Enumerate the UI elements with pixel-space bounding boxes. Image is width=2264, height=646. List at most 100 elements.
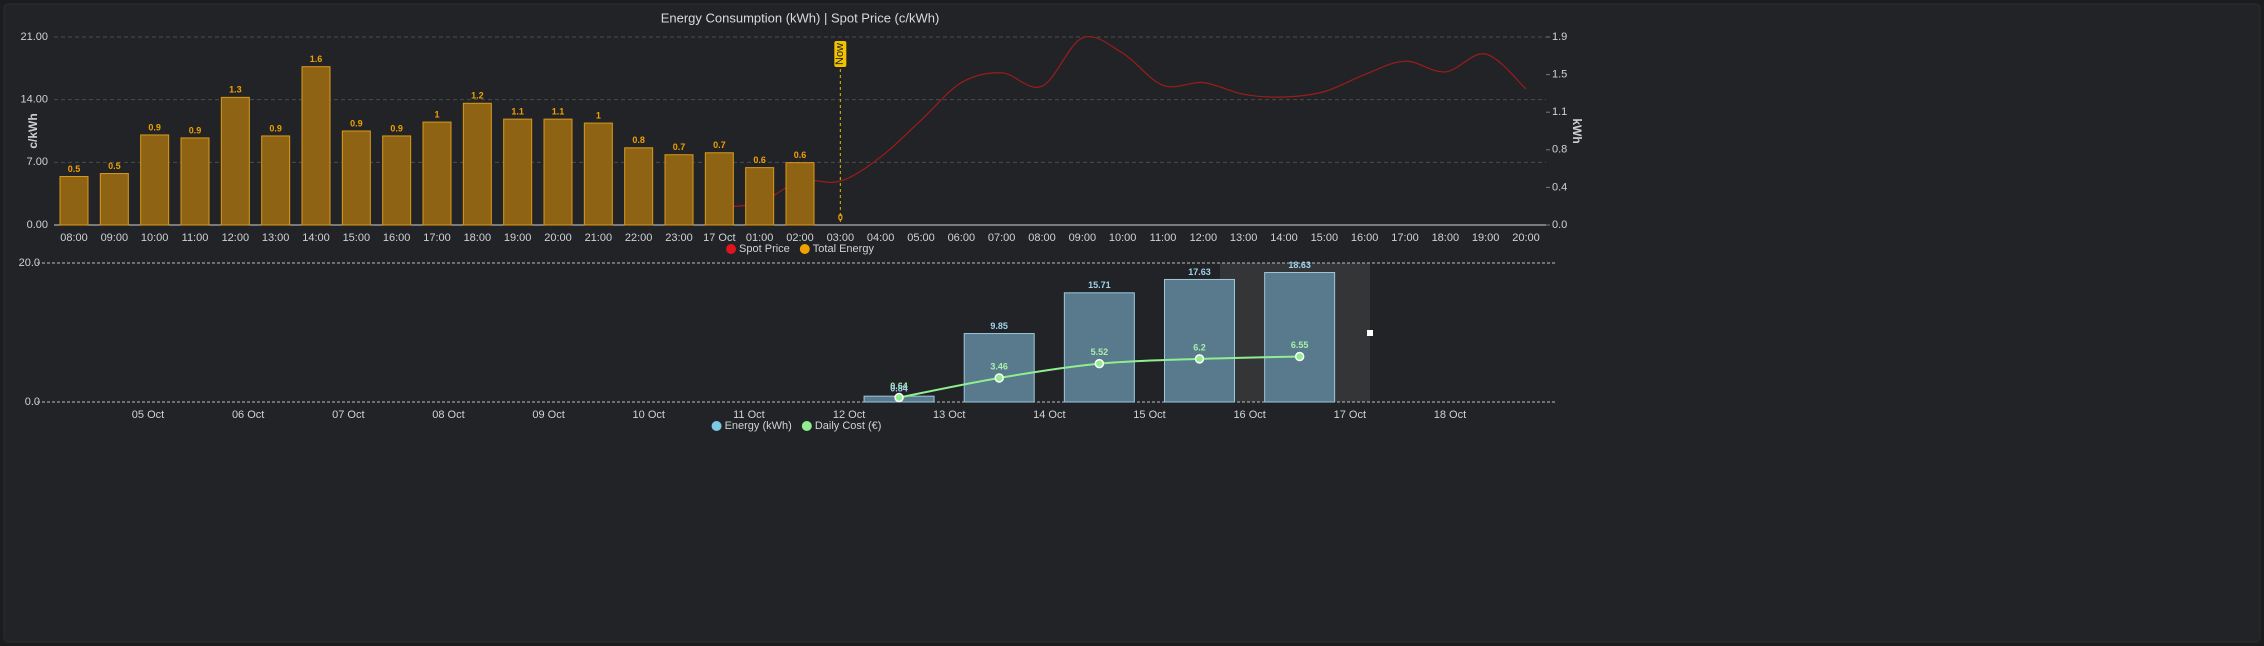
- legend-label: Total Energy: [813, 243, 875, 255]
- x-tick-label: 20:00: [544, 232, 572, 244]
- x-tick-label: 18:00: [464, 232, 492, 244]
- legend-marker: [711, 421, 722, 431]
- bar: [503, 118, 533, 226]
- bar: [462, 102, 492, 226]
- point-value-label: 0.64: [890, 381, 908, 391]
- x-tick-label: 09:00: [1069, 232, 1097, 244]
- x-tick-label: 11:00: [182, 232, 209, 244]
- x-tick-label: 04:00: [867, 232, 895, 244]
- point-value-label: 5.52: [1091, 347, 1109, 357]
- bar-value-label: 0.6: [794, 150, 807, 160]
- point-value-label: 6.2: [1193, 342, 1206, 352]
- chart-title: Energy Consumption (kWh) | Spot Price (c…: [661, 10, 940, 25]
- x-tick-label: 16:00: [383, 232, 411, 244]
- bar: [624, 147, 654, 226]
- y2-tick-label: 1.1: [1552, 106, 1567, 118]
- bar: [59, 176, 89, 226]
- legend: Energy (kWh) Daily Cost (€): [711, 420, 882, 432]
- bar-value-label: 0.9: [189, 125, 202, 135]
- x-tick-label: 17 Oct: [1334, 409, 1366, 421]
- bar: [745, 167, 775, 226]
- bar: [180, 137, 210, 226]
- x-tick-label: 09:00: [101, 232, 129, 244]
- x-tick-label: 03:00: [827, 232, 855, 244]
- x-tick-label: 13 Oct: [933, 409, 965, 421]
- bar-value-label: 15.71: [1088, 280, 1111, 290]
- line: [719, 36, 1527, 208]
- x-tick-label: 15:00: [1311, 232, 1339, 244]
- x-tick-label: 12:00: [1190, 232, 1218, 244]
- x-tick-label: 12:00: [222, 232, 250, 244]
- legend-marker: [726, 244, 737, 254]
- bar: [1264, 272, 1336, 403]
- bar: [140, 134, 170, 226]
- y-tick-label: 20.0: [19, 257, 40, 269]
- x-tick-label: 10 Oct: [633, 409, 665, 421]
- y-tick-label: 7.00: [27, 156, 48, 168]
- x-tick-label: 14 Oct: [1033, 409, 1065, 421]
- bar: [1063, 292, 1135, 403]
- bar-value-label: 1.6: [310, 54, 323, 64]
- bar-value-label: 0.9: [350, 118, 363, 128]
- bar-value-label: 1.2: [471, 91, 484, 101]
- point: [894, 392, 904, 403]
- bar-value-label: 1.1: [511, 107, 524, 117]
- x-tick-label: 05 Oct: [132, 409, 164, 421]
- bar: [785, 162, 815, 226]
- bar: [422, 121, 452, 226]
- x-tick-label: 22:00: [625, 232, 653, 244]
- bar: [220, 96, 250, 226]
- legend-marker: [799, 244, 810, 254]
- bar: [543, 118, 573, 226]
- y2-tick-label: 0.4: [1552, 181, 1567, 193]
- point: [1194, 354, 1205, 364]
- bar: [704, 152, 734, 226]
- bar-value-label: 1.1: [552, 107, 565, 117]
- point: [1094, 358, 1105, 369]
- bar: [99, 173, 129, 226]
- bar-value-label: 0: [838, 212, 843, 222]
- y2-tick-label: 1.5: [1552, 69, 1567, 81]
- x-tick-label: 12 Oct: [833, 409, 865, 421]
- bar: [341, 130, 371, 226]
- x-tick-label: 07:00: [988, 232, 1016, 244]
- x-tick-label: 15 Oct: [1133, 409, 1165, 421]
- x-tick-label: 19:00: [1472, 232, 1500, 244]
- zoom-handle[interactable]: [1367, 330, 1373, 336]
- x-tick-label: 01:00: [746, 232, 774, 244]
- x-tick-label: 11:00: [1150, 232, 1177, 244]
- bar-value-label: 0.7: [673, 142, 686, 152]
- x-tick-label: 20:00: [1512, 232, 1540, 244]
- y-tick-label: 14.00: [20, 94, 48, 106]
- bar: [583, 122, 613, 226]
- point: [1294, 351, 1305, 362]
- x-tick-label: 18 Oct: [1434, 409, 1466, 421]
- bar-value-label: 0.84: [890, 384, 908, 394]
- x-tick-label: 17 Oct: [703, 232, 735, 244]
- legend-label: Daily Cost (€): [815, 420, 882, 432]
- x-tick-label: 10:00: [1109, 232, 1137, 244]
- bar-value-label: 1: [596, 110, 601, 120]
- y-tick-label: 21.00: [20, 31, 48, 43]
- x-tick-label: 16:00: [1351, 232, 1379, 244]
- legend-label: Spot Price: [739, 243, 790, 255]
- x-tick-label: 14:00: [302, 232, 330, 244]
- bar-value-label: 0.5: [68, 164, 81, 174]
- x-tick-label: 16 Oct: [1233, 409, 1265, 421]
- x-tick-label: 07 Oct: [332, 409, 364, 421]
- y2-axis-title: kWh: [1570, 118, 1584, 143]
- bar-value-label: 17.63: [1188, 267, 1211, 277]
- bar-value-label: 0.9: [148, 122, 161, 132]
- bar: [664, 154, 694, 226]
- bar-value-label: 0.9: [269, 123, 282, 133]
- bar-value-label: 0.9: [390, 123, 403, 133]
- x-tick-label: 05:00: [907, 232, 935, 244]
- point-value-label: 3.46: [990, 361, 1008, 371]
- bar-value-label: 1: [434, 109, 439, 119]
- y2-tick-label: 1.9: [1552, 31, 1567, 43]
- y-tick-label: 0.0: [25, 396, 40, 408]
- bar-value-label: 0.7: [713, 140, 726, 150]
- x-tick-label: 21:00: [585, 232, 613, 244]
- x-tick-label: 15:00: [343, 232, 371, 244]
